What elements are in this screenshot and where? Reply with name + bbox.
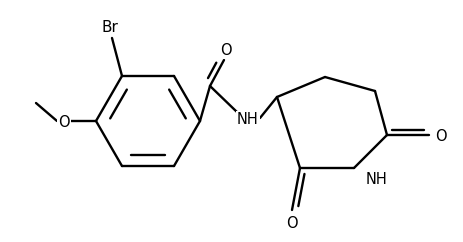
Text: Br: Br: [101, 20, 119, 35]
Text: O: O: [435, 129, 447, 144]
Text: O: O: [220, 43, 232, 58]
Text: NH: NH: [366, 172, 388, 187]
Text: O: O: [286, 216, 298, 231]
Text: NH: NH: [237, 112, 259, 127]
Text: O: O: [58, 115, 70, 130]
